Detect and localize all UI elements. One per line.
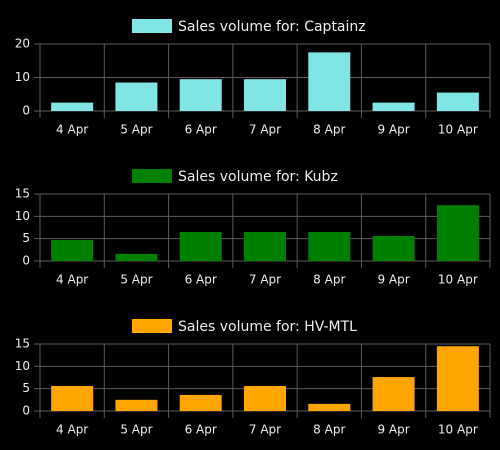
x-tick-label: 4 Apr (56, 273, 88, 287)
bar (372, 102, 415, 111)
y-tick-label: 10 (15, 359, 30, 373)
x-tick-label: 5 Apr (120, 123, 152, 137)
legend-swatch (132, 319, 172, 333)
bar (244, 79, 286, 111)
legend-swatch (132, 19, 172, 33)
bar (436, 92, 479, 111)
y-tick-label: 0 (22, 104, 30, 118)
bar (51, 385, 94, 411)
x-tick-label: 6 Apr (185, 423, 217, 437)
bar (436, 346, 479, 411)
bar (51, 102, 94, 111)
y-tick-label: 5 (22, 231, 30, 245)
legend-label: Sales volume for: Kubz (178, 169, 338, 185)
x-tick-label: 8 Apr (313, 123, 345, 137)
legend-label: Sales volume for: HV-MTL (178, 319, 357, 335)
bar (115, 399, 158, 411)
y-tick-label: 5 (22, 381, 30, 395)
x-tick-label: 9 Apr (377, 273, 409, 287)
bar (179, 79, 222, 111)
bar (179, 394, 222, 411)
x-tick-label: 4 Apr (56, 123, 88, 137)
x-tick-label: 7 Apr (249, 423, 281, 437)
bar (308, 231, 351, 261)
x-tick-label: 7 Apr (249, 123, 281, 137)
x-tick-label: 8 Apr (313, 423, 345, 437)
bar (436, 205, 479, 261)
x-tick-label: 9 Apr (377, 123, 409, 137)
bar (244, 385, 286, 411)
bar (115, 253, 158, 261)
x-tick-label: 5 Apr (120, 423, 152, 437)
bar (115, 82, 158, 111)
bar (372, 377, 415, 411)
bar (179, 231, 222, 261)
legend-label: Sales volume for: Captainz (178, 19, 366, 35)
bar (308, 52, 351, 111)
x-tick-label: 9 Apr (377, 423, 409, 437)
bar (308, 403, 351, 411)
x-tick-label: 10 Apr (438, 423, 478, 437)
x-tick-label: 5 Apr (120, 273, 152, 287)
x-tick-label: 10 Apr (438, 273, 478, 287)
y-tick-label: 20 (15, 37, 30, 51)
y-tick-label: 15 (15, 187, 30, 201)
y-tick-label: 0 (22, 404, 30, 418)
x-tick-label: 6 Apr (185, 123, 217, 137)
x-tick-label: 4 Apr (56, 423, 88, 437)
x-tick-label: 10 Apr (438, 123, 478, 137)
bar (372, 235, 415, 261)
y-tick-label: 10 (15, 70, 30, 84)
y-tick-label: 10 (15, 209, 30, 223)
legend-swatch (132, 169, 172, 183)
x-tick-label: 8 Apr (313, 273, 345, 287)
bar (51, 240, 94, 261)
y-tick-label: 0 (22, 254, 30, 268)
x-tick-label: 7 Apr (249, 273, 281, 287)
bar (244, 231, 286, 261)
y-tick-label: 15 (15, 337, 30, 351)
x-tick-label: 6 Apr (185, 273, 217, 287)
